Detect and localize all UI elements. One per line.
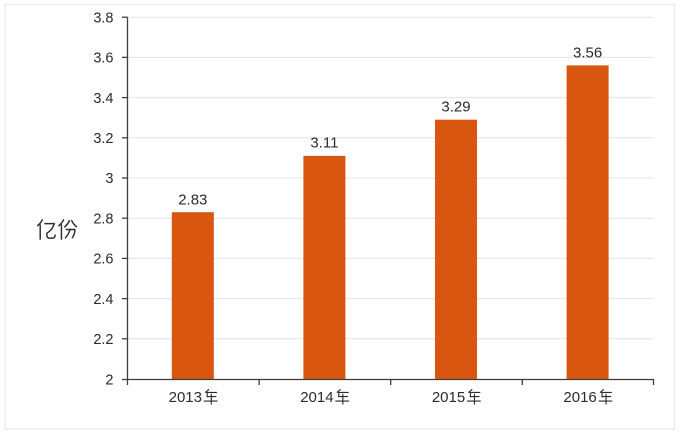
svg-text:2.2: 2.2 (93, 332, 113, 348)
svg-text:3.2: 3.2 (93, 131, 113, 147)
svg-text:2015: 2015 (432, 389, 465, 406)
svg-text:2.4: 2.4 (93, 292, 113, 308)
svg-text:3: 3 (105, 171, 113, 187)
svg-text:2016: 2016 (563, 389, 596, 406)
svg-text:3.11: 3.11 (310, 135, 338, 152)
svg-text:2.6: 2.6 (93, 252, 113, 268)
svg-text:3.6: 3.6 (93, 51, 113, 67)
svg-text:3.56: 3.56 (573, 45, 602, 62)
svg-text:2: 2 (105, 373, 113, 389)
svg-text:3.29: 3.29 (441, 99, 470, 116)
svg-text:2013: 2013 (169, 389, 202, 406)
svg-text:2.83: 2.83 (178, 191, 207, 208)
svg-text:3.8: 3.8 (93, 10, 113, 26)
svg-text:2.8: 2.8 (93, 211, 113, 227)
svg-text:2014: 2014 (300, 389, 333, 406)
svg-text:3.4: 3.4 (93, 91, 113, 107)
